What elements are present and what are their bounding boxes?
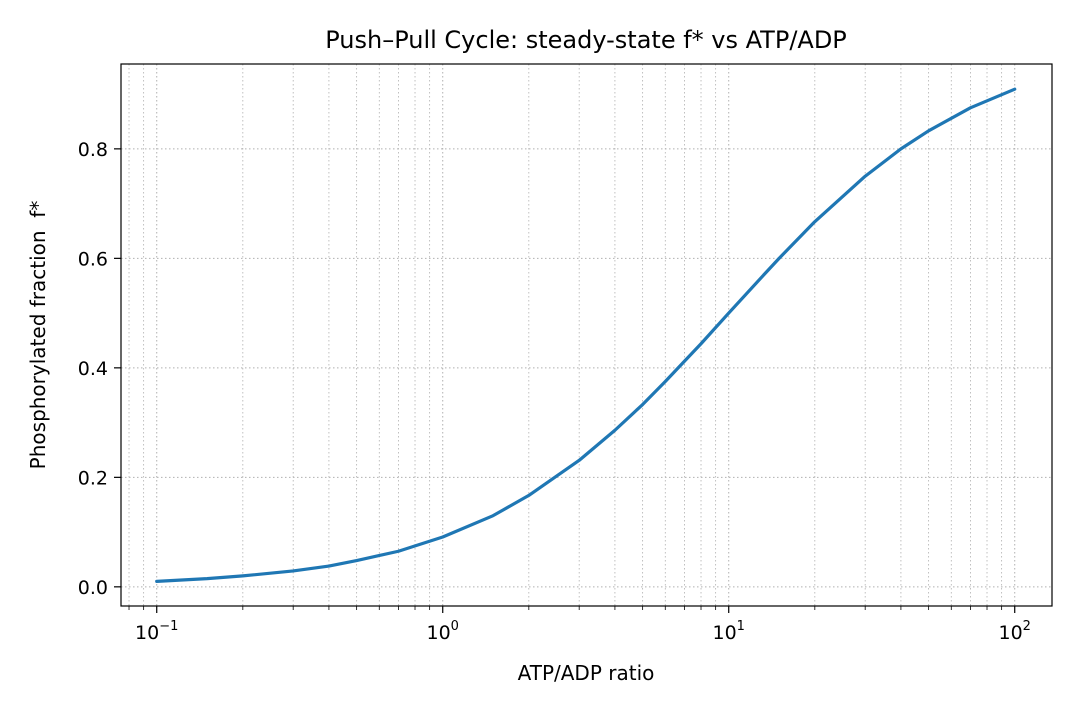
y-tick-label: 0.2 [78,467,108,489]
y-tick-label: 0.0 [78,577,108,599]
series-line [155,87,1017,583]
y-tick-label: 0.4 [78,358,108,380]
y-tick-label: 0.6 [78,248,108,270]
major-gridlines [121,64,1052,606]
y-ticks: 0.0 0.2 0.4 0.6 0.8 [78,139,121,599]
chart-title: Push–Pull Cycle: steady-state f* vs ATP/… [325,26,847,54]
x-tick-label: 101 [712,619,744,644]
y-tick-label: 0.8 [78,139,108,161]
x-ticks: 10−1 100 101 102 [128,606,1031,644]
y-axis-label: Phosphorylated fraction f* [26,201,50,470]
x-tick-label: 102 [998,619,1030,644]
series-layer [155,87,1017,583]
x-tick-label: 10−1 [135,619,178,644]
x-axis-label: ATP/ADP ratio [518,661,655,685]
plot-frame [120,63,1053,607]
x-tick-label: 100 [426,619,458,644]
